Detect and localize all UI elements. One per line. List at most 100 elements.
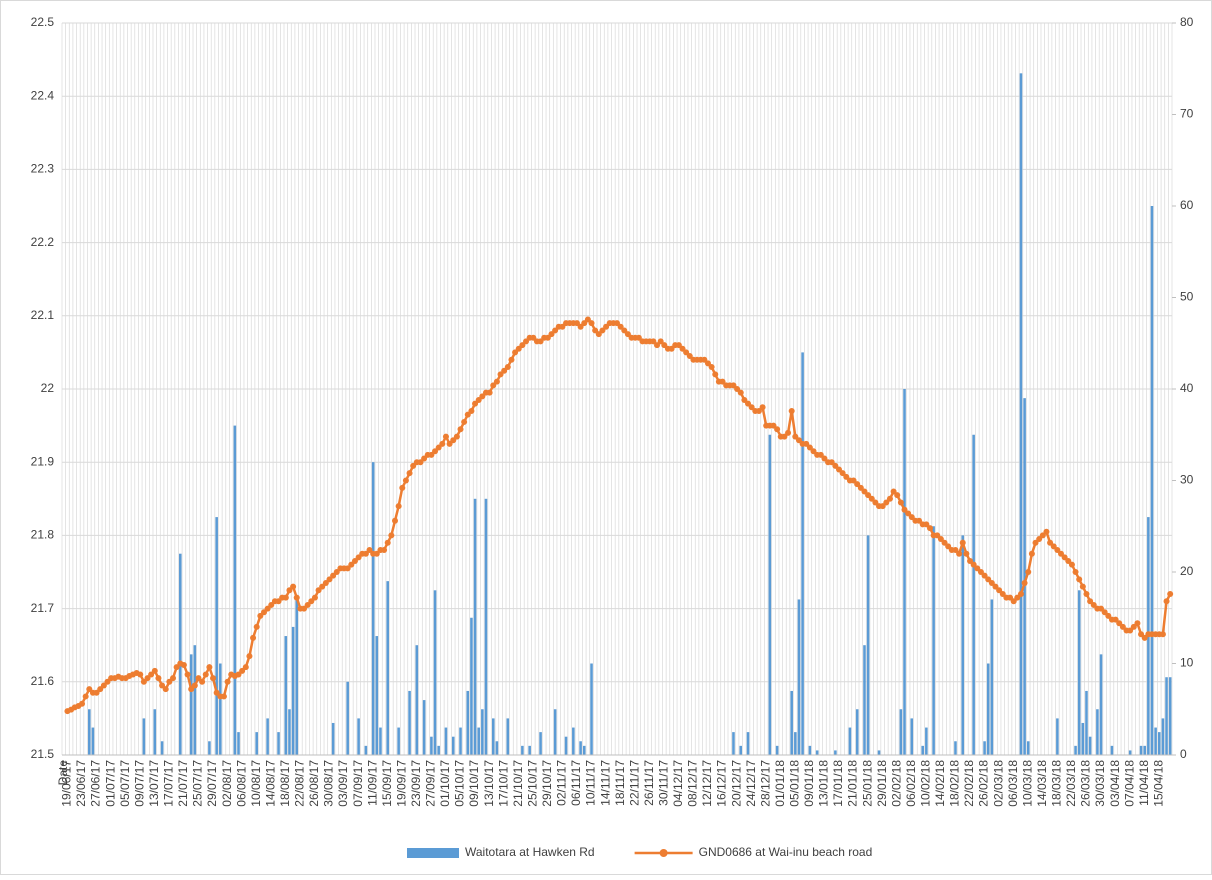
line-marker xyxy=(774,426,781,433)
line-marker xyxy=(1010,598,1017,605)
bar xyxy=(866,535,870,755)
x-tick-label: 26/11/17 xyxy=(642,760,656,806)
x-tick-label: 04/12/17 xyxy=(671,760,685,807)
line-marker xyxy=(1167,590,1174,597)
line-marker xyxy=(490,382,497,389)
line-marker xyxy=(959,539,966,546)
line-marker xyxy=(559,323,566,330)
line-marker xyxy=(861,488,868,495)
line-marker xyxy=(872,499,879,506)
line-marker xyxy=(351,558,358,565)
line-marker xyxy=(137,671,144,678)
bar xyxy=(415,645,419,755)
line-marker xyxy=(264,605,271,612)
x-tick-label: 11/04/18 xyxy=(1137,760,1151,806)
x-tick-label: 10/08/17 xyxy=(249,760,263,807)
bar xyxy=(466,690,470,755)
y-tick-label: 21.7 xyxy=(31,601,55,615)
line-marker xyxy=(1079,583,1086,590)
line-marker xyxy=(956,550,963,557)
line-marker xyxy=(806,444,813,451)
x-tick-label: 22/02/18 xyxy=(962,760,976,807)
line-marker xyxy=(803,440,810,447)
line-marker xyxy=(599,327,606,334)
line-marker xyxy=(322,579,329,586)
bar xyxy=(553,709,557,755)
line-marker xyxy=(330,572,337,579)
line-marker xyxy=(704,360,711,367)
line-marker xyxy=(1050,543,1057,550)
line-marker xyxy=(581,320,588,327)
x-tick-label: 02/11/17 xyxy=(555,760,569,806)
x-tick-label: 21/01/18 xyxy=(846,760,860,807)
x-tick-label: 15/09/17 xyxy=(380,760,394,807)
y2-tick-label: 60 xyxy=(1180,198,1194,212)
x-tick-label: 14/03/18 xyxy=(1035,760,1049,807)
line-marker xyxy=(832,462,839,469)
x-tick-label: 01/10/17 xyxy=(438,760,452,807)
line-marker xyxy=(308,598,315,605)
line-marker xyxy=(472,400,479,407)
line-marker xyxy=(668,345,675,352)
line-marker xyxy=(188,686,195,693)
line-marker xyxy=(1083,590,1090,597)
line-marker xyxy=(202,671,209,678)
bar xyxy=(1168,677,1172,755)
bar xyxy=(1077,590,1081,755)
line-marker xyxy=(479,393,486,400)
x-tick-label: 22/11/17 xyxy=(627,760,641,806)
line-marker xyxy=(468,407,475,414)
line-marker xyxy=(905,510,912,517)
x-tick-label: 06/08/17 xyxy=(234,760,248,807)
line-marker xyxy=(199,678,206,685)
line-marker xyxy=(144,675,151,682)
x-tick-label: 20/12/17 xyxy=(729,760,743,807)
line-marker xyxy=(1119,623,1126,630)
bar xyxy=(815,750,819,755)
x-tick-label: 29/10/17 xyxy=(540,760,554,807)
line-marker xyxy=(515,345,522,352)
x-tick-label: 22/03/18 xyxy=(1064,760,1078,807)
line-marker xyxy=(886,495,893,502)
bar xyxy=(1074,745,1077,755)
line-marker xyxy=(417,459,424,466)
line-marker xyxy=(1112,616,1119,623)
line-marker xyxy=(544,334,551,341)
x-tick-label: 25/10/17 xyxy=(525,760,539,807)
line-marker xyxy=(348,561,355,568)
line-marker xyxy=(552,327,559,334)
line-marker xyxy=(86,686,93,693)
bar xyxy=(255,732,258,755)
bar xyxy=(371,462,375,755)
bar xyxy=(233,425,237,755)
bar xyxy=(295,599,299,755)
line-marker xyxy=(140,678,147,685)
line-marker xyxy=(435,444,442,451)
line-marker xyxy=(890,488,897,495)
bar xyxy=(1157,732,1161,755)
x-tick-label: 16/12/17 xyxy=(715,760,729,807)
line-marker xyxy=(945,543,952,550)
line-marker xyxy=(464,411,471,418)
x-tick-label: 11/09/17 xyxy=(365,760,379,806)
line-marker xyxy=(523,338,530,345)
line-marker xyxy=(373,550,380,557)
y2-tick-label: 80 xyxy=(1180,15,1194,29)
line-marker xyxy=(795,437,802,444)
line-marker xyxy=(290,583,297,590)
line-marker xyxy=(213,689,220,696)
bar xyxy=(797,599,801,755)
line-marker xyxy=(868,495,875,502)
bar xyxy=(1026,741,1030,755)
bar xyxy=(91,727,95,755)
line-marker xyxy=(1087,598,1094,605)
line-marker xyxy=(843,473,850,480)
line-marker xyxy=(148,671,155,678)
line-marker xyxy=(901,506,908,513)
line-marker xyxy=(654,342,661,349)
line-marker xyxy=(461,418,468,425)
bar xyxy=(925,727,928,755)
line-marker xyxy=(999,590,1006,597)
line-marker xyxy=(857,484,864,491)
bar xyxy=(357,718,360,755)
